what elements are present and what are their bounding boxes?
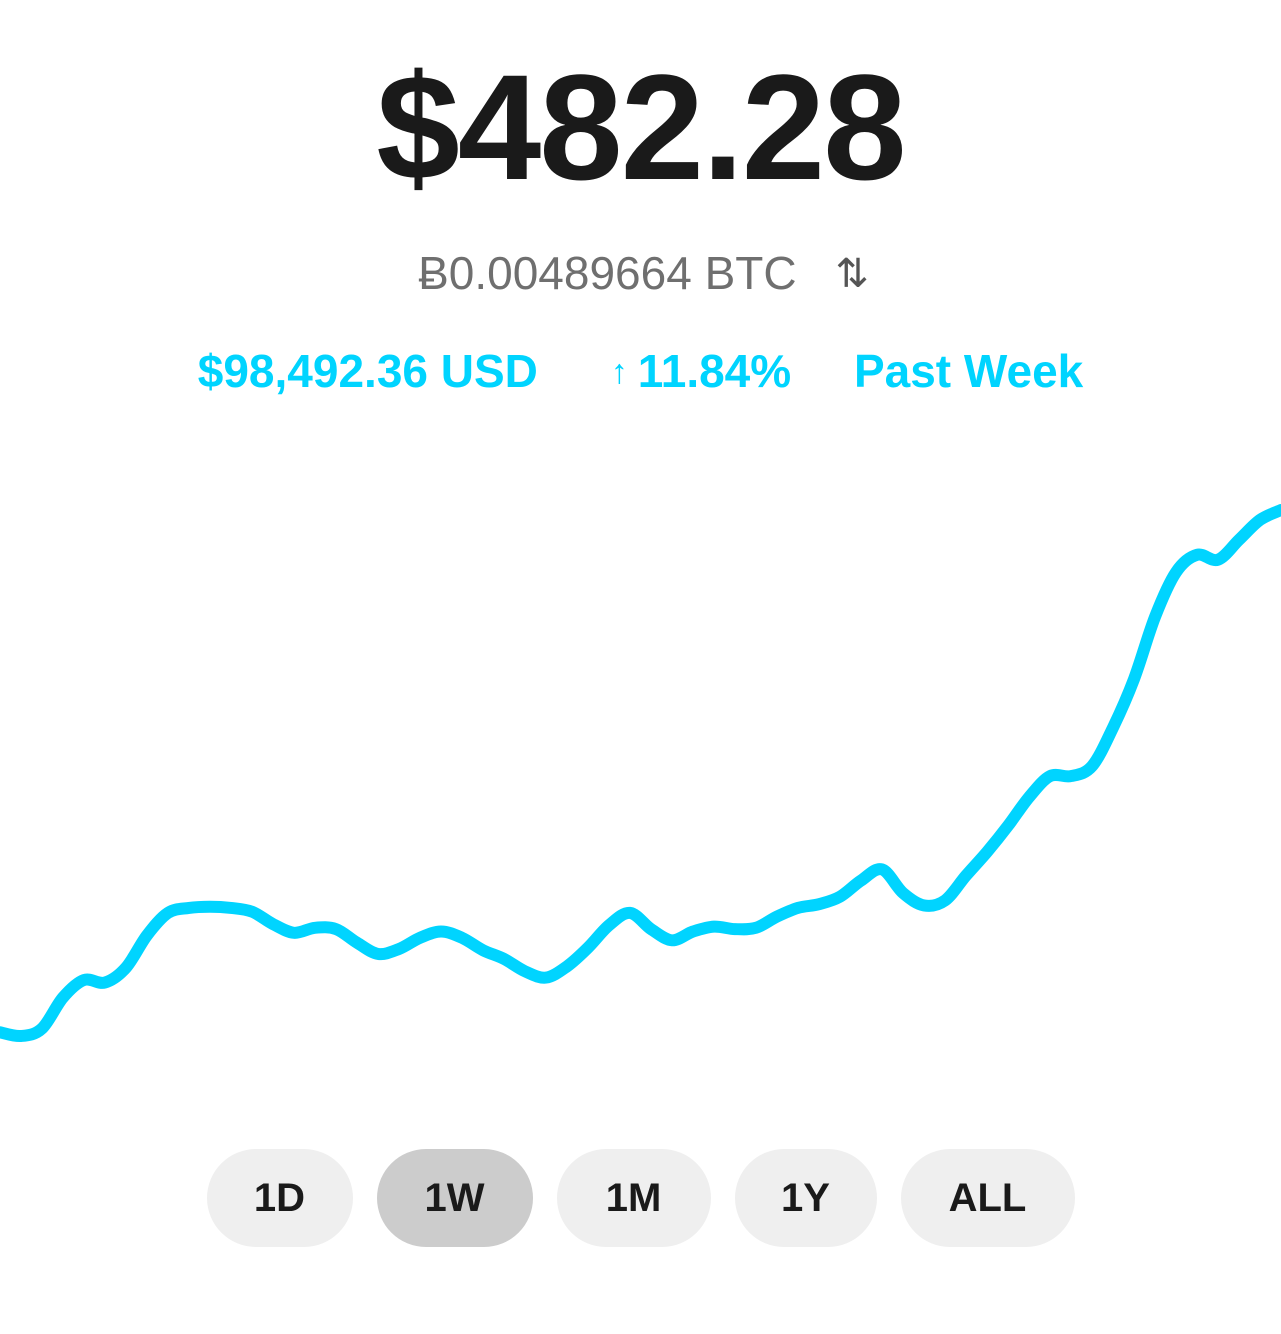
time-period-label: Past Week	[853, 345, 1084, 397]
balance-amount: $482.28	[376, 43, 906, 211]
range-button-all[interactable]: ALL	[900, 1149, 1075, 1247]
price-summary: $98,492.36 USD ↑ 11.84% Past Week	[0, 348, 1281, 394]
btc-price: $98,492.36 USD	[197, 345, 538, 397]
range-button-1y[interactable]: 1Y	[734, 1149, 877, 1247]
price-change: ↑ 11.84%	[611, 348, 791, 394]
price-line	[0, 504, 1281, 1043]
time-range-selector: 1D 1W 1M 1Y ALL	[0, 1149, 1281, 1247]
price-change-value: 11.84%	[637, 345, 792, 397]
range-button-1d[interactable]: 1D	[206, 1149, 353, 1247]
arrow-up-icon: ↑	[610, 353, 628, 391]
btc-amount: Ƀ0.00489664 BTC	[418, 247, 797, 299]
swap-arrows-icon[interactable]: ⇅	[835, 252, 868, 296]
range-button-1m[interactable]: 1M	[556, 1149, 711, 1247]
price-chart[interactable]	[0, 440, 1281, 1120]
btc-amount-row[interactable]: Ƀ0.00489664 BTC ⇅	[0, 250, 1281, 296]
range-button-1w[interactable]: 1W	[376, 1149, 533, 1247]
